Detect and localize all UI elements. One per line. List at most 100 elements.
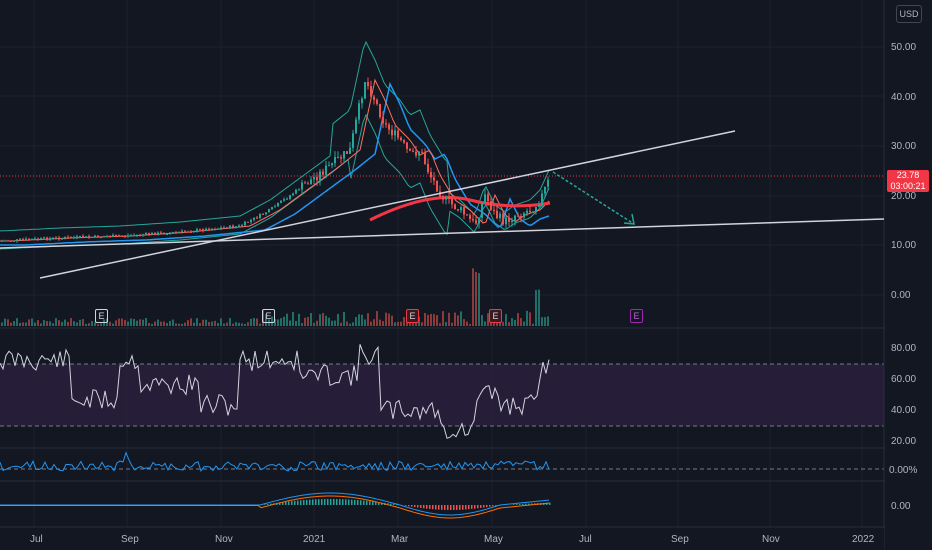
earnings-marker-upcoming[interactable]: E <box>630 309 643 323</box>
candle-body <box>235 226 237 228</box>
volume-bar <box>64 319 66 326</box>
macd-histogram-bar <box>348 499 350 505</box>
volume-bar <box>97 323 99 326</box>
macd-histogram-bar <box>486 505 488 508</box>
projection-arrow[interactable] <box>552 171 635 225</box>
upper-trendline[interactable] <box>39 130 736 279</box>
candle-body <box>184 230 186 232</box>
volume-bar <box>181 323 183 326</box>
volume-bar <box>538 289 540 326</box>
volume-bar <box>40 323 42 326</box>
volume-bar <box>271 316 273 326</box>
volume-bar <box>340 322 342 326</box>
candle-body <box>373 96 375 100</box>
volume-bar <box>187 320 189 326</box>
macd-histogram-bar <box>336 499 338 505</box>
candle-body <box>472 218 474 221</box>
candle-body <box>142 234 144 236</box>
volume-bar <box>289 320 291 326</box>
earnings-marker[interactable]: E <box>95 309 108 323</box>
candle-body <box>277 202 279 207</box>
candle-body <box>37 238 39 240</box>
volume-bar <box>25 322 27 326</box>
candle-body <box>211 228 213 231</box>
volume-bar <box>313 322 315 326</box>
candle-body <box>523 213 525 218</box>
candle-body <box>268 209 270 213</box>
macd-histogram-bar <box>354 499 356 505</box>
volume-bar <box>337 313 339 326</box>
macd-histogram-bar <box>291 501 293 505</box>
last-price-tag: 23.78 03:00:21 <box>887 170 929 192</box>
lower-trendline[interactable] <box>0 218 885 249</box>
macd-histogram-bar <box>279 502 281 505</box>
volume-bars <box>1 268 549 326</box>
candle-body <box>394 130 396 136</box>
macd-histogram-bar <box>411 505 413 507</box>
macd-histogram-bar <box>417 505 419 508</box>
volume-bar <box>16 318 18 326</box>
candle-body <box>130 235 132 237</box>
volume-bar <box>250 318 252 326</box>
volume-bar <box>382 321 384 326</box>
candle-body <box>250 219 252 223</box>
macd-histogram-bar <box>366 500 368 505</box>
volume-bar <box>451 322 453 326</box>
volume-bar <box>385 312 387 326</box>
macd-histogram-bar <box>462 505 464 510</box>
volume-bar <box>406 321 408 326</box>
macd-histogram-bar <box>396 504 398 505</box>
currency-badge[interactable]: USD <box>896 5 922 23</box>
candle-body <box>307 183 309 185</box>
volume-bar <box>145 318 147 326</box>
macd-histogram-bar <box>453 505 455 510</box>
time-axis[interactable] <box>0 528 884 550</box>
volume-bar <box>166 323 168 326</box>
volume-bar <box>343 311 345 326</box>
macd-histogram-bar <box>267 504 269 505</box>
volume-bar <box>265 314 267 326</box>
candle-body <box>313 177 315 180</box>
candle-body <box>136 234 138 236</box>
candle-body <box>418 151 420 156</box>
earnings-marker[interactable]: E <box>489 309 502 323</box>
volume-bar <box>199 323 201 326</box>
volume-bar <box>322 312 324 326</box>
candle-body <box>469 214 471 219</box>
macd-histogram-bar <box>495 505 497 506</box>
earnings-marker[interactable]: E <box>406 309 419 323</box>
macd-histogram-bar <box>441 505 443 510</box>
macd-histogram-bar <box>381 502 383 505</box>
candle-body <box>124 235 126 237</box>
volume-bar <box>208 321 210 326</box>
volume-bar <box>223 323 225 326</box>
volume-bar <box>217 323 219 326</box>
main-pane[interactable] <box>0 0 884 328</box>
candle-body <box>316 177 318 181</box>
earnings-marker[interactable]: E <box>262 309 275 323</box>
candle-body <box>271 207 273 210</box>
macd-histogram-bar <box>519 504 521 505</box>
time-axis-label: 2022 <box>852 534 875 545</box>
volume-bar <box>454 312 456 326</box>
volume-bar <box>109 321 111 326</box>
candle-body <box>409 148 411 151</box>
rsi-line <box>0 344 550 439</box>
candle-body <box>208 228 210 231</box>
candle-body <box>247 221 249 223</box>
volume-bar <box>388 313 390 326</box>
macd-histogram-bar <box>282 502 284 505</box>
candle-body <box>451 198 453 205</box>
volume-bar <box>430 313 432 326</box>
candle-body <box>337 157 339 159</box>
macd-histogram-bar <box>309 499 311 505</box>
volume-bar <box>247 322 249 326</box>
candle-body <box>529 210 531 213</box>
candle-body <box>22 238 24 240</box>
price-axis[interactable] <box>885 0 932 550</box>
macd-histogram-bar <box>327 499 329 505</box>
candle-body <box>127 235 129 237</box>
volume-bar <box>10 322 12 326</box>
volume-bar <box>196 318 198 326</box>
